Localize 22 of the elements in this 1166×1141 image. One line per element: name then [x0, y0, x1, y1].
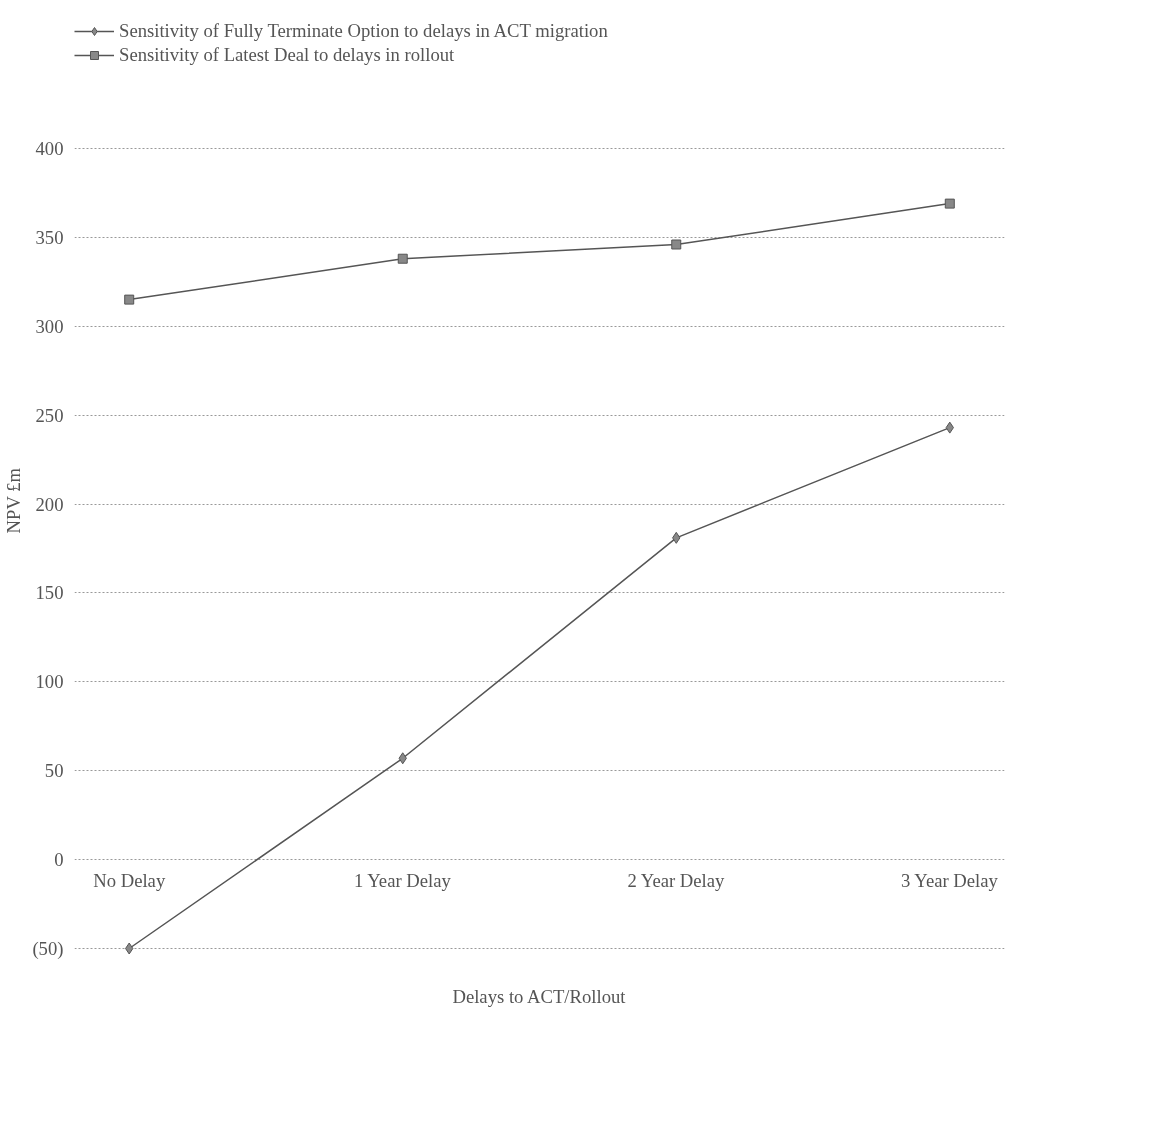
- x-tick-label: 1 Year Delay: [353, 869, 452, 891]
- y-tick-label: 100: [35, 671, 64, 693]
- y-tick-label: 50: [44, 760, 64, 782]
- y-tick-label: (50): [32, 938, 64, 960]
- y-tick-label: 350: [35, 226, 64, 248]
- y-tick-label: 400: [35, 138, 64, 159]
- y-tick-label: 200: [35, 493, 64, 515]
- x-axis-title: Delays to ACT/Rollout: [452, 985, 627, 1007]
- point: [397, 253, 408, 264]
- y-tick-label: 150: [35, 582, 64, 604]
- point: [944, 198, 955, 209]
- point: [124, 294, 135, 305]
- y-tick-label: 0: [54, 849, 64, 871]
- x-tick-label: 2 Year Delay: [627, 869, 726, 891]
- x-tick-label: 3 Year Delay: [901, 869, 999, 891]
- y-axis-title: NPV £m: [3, 467, 25, 534]
- x-tick-label: No Delay: [93, 869, 166, 891]
- y-tick-label: 300: [35, 315, 64, 337]
- y-tick-label: 250: [35, 404, 64, 426]
- legend-label: Sensitivity of Latest Deal to delays in rollout: [119, 44, 455, 66]
- legend-label: Sensitivity of Fully Terminate Option to delays in ACT migration: [119, 20, 608, 42]
- point: [671, 239, 682, 250]
